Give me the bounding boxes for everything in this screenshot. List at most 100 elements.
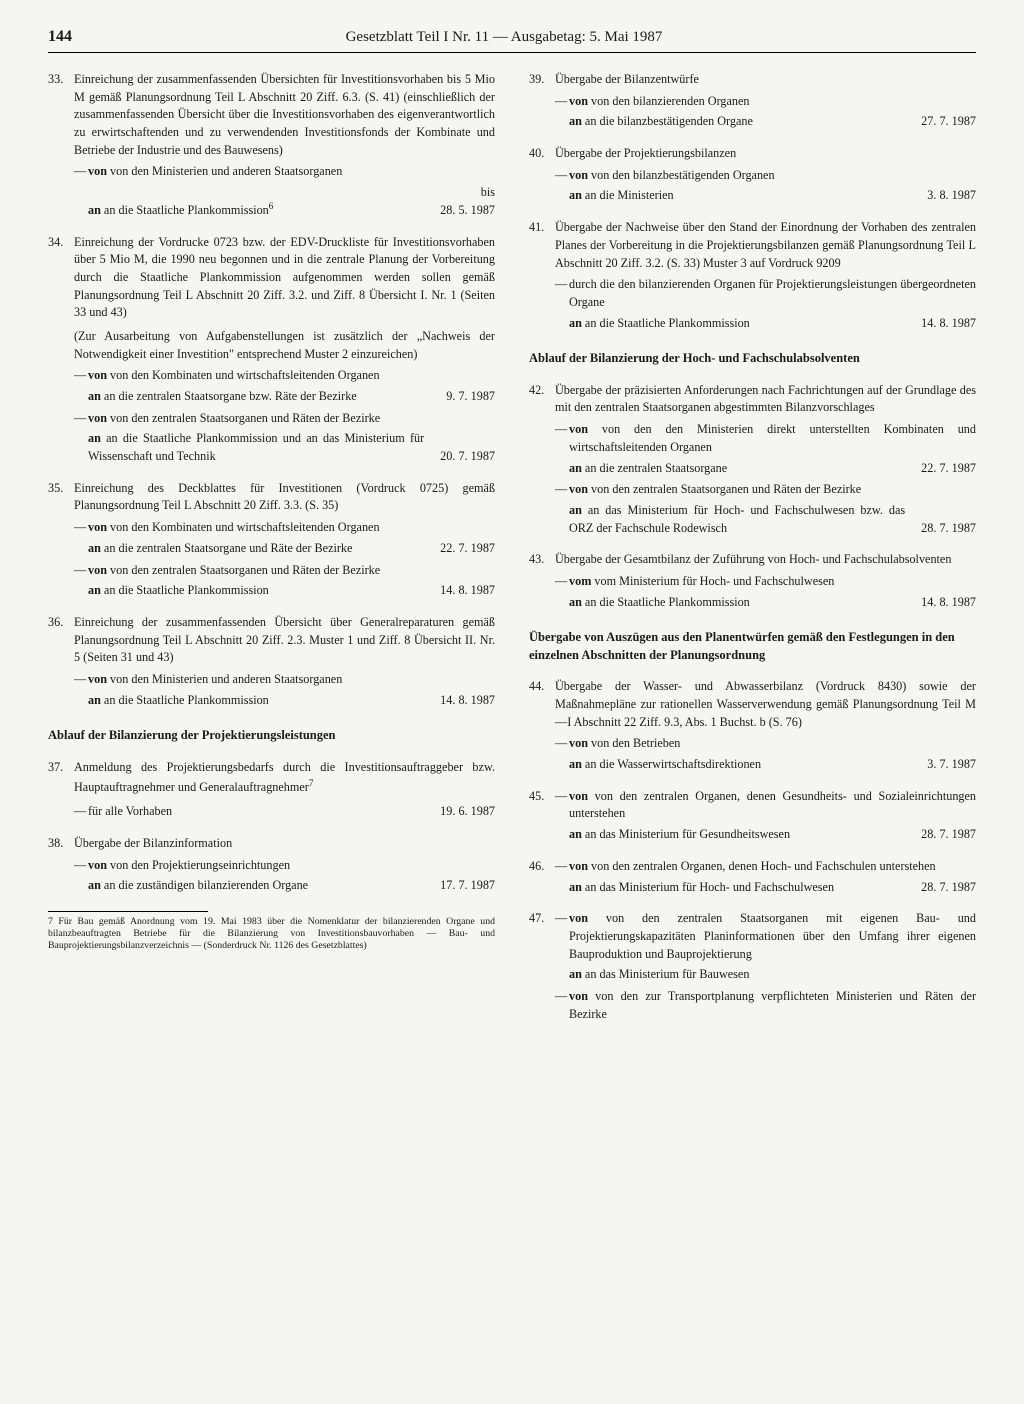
von-text: von den Betrieben: [591, 736, 680, 750]
date: 17. 7. 1987: [432, 877, 495, 895]
entry-34: 34. Einreichung der Vordrucke 0723 bzw. …: [48, 234, 495, 466]
section-heading: Ablauf der Bilanzierung der Projektierun…: [48, 727, 495, 745]
von-text: von den Ministerien und anderen Staatsor…: [110, 164, 342, 178]
an-text: an die Staatliche Plankommission: [585, 316, 750, 330]
entry-text: Einreichung der zusammenfassenden Übersi…: [74, 72, 495, 157]
section-heading: Übergabe von Auszügen aus den Planentwür…: [529, 629, 976, 664]
entry-num: 36.: [48, 614, 74, 709]
an-text: an die bilanzbestätigenden Organe: [585, 114, 753, 128]
header-title: Gesetzblatt Teil I Nr. 11 — Ausgabetag: …: [72, 29, 936, 46]
von-text: von den zentralen Staatsorganen und Räte…: [110, 411, 380, 425]
von-text: von den Kombinaten und wirtschaftsleiten…: [110, 520, 380, 534]
entry-num: 35.: [48, 480, 74, 600]
entry-43: 43. Übergabe der Gesamtbilanz der Zuführ…: [529, 551, 976, 611]
entry-num: 41.: [529, 219, 555, 332]
entry-num: 37.: [48, 759, 74, 821]
date: 14. 8. 1987: [913, 315, 976, 333]
von-text: von den zentralen Staatsorganen und Räte…: [591, 482, 861, 496]
entry-text: Übergabe der Nachweise über den Stand de…: [555, 220, 976, 269]
an-text: an die Ministerien: [585, 188, 674, 202]
entry-47: 47. —von von den zentralen Staatsorganen…: [529, 910, 976, 1023]
an-text: an die Staatliche Plankommission: [104, 583, 269, 597]
entry-44: 44. Übergabe der Wasser- und Abwasserbil…: [529, 678, 976, 773]
left-column: 33. Einreichung der zusammenfassenden Üb…: [48, 71, 495, 1037]
entry-text: Übergabe der Bilanzinformation: [74, 836, 232, 850]
entry-text: Einreichung der zusammenfassenden Übersi…: [74, 615, 495, 664]
date: 28. 5. 1987: [440, 203, 495, 217]
footnote-rule: [48, 911, 208, 912]
entry-text: Anmeldung des Projektierungsbedarfs durc…: [74, 760, 495, 794]
entry-num: 43.: [529, 551, 555, 611]
date: 14. 8. 1987: [432, 582, 495, 600]
an-text: an das Ministerium für Hoch- und Fachsch…: [585, 880, 834, 894]
entry-35: 35. Einreichung des Deckblattes für Inve…: [48, 480, 495, 600]
columns: 33. Einreichung der zusammenfassenden Üb…: [48, 71, 976, 1037]
vom-text: vom Ministerium für Hoch- und Fachschulw…: [594, 574, 834, 588]
sup: 6: [269, 201, 274, 211]
entry-text: Einreichung der Vordrucke 0723 bzw. der …: [74, 235, 495, 320]
entry-num: 47.: [529, 910, 555, 1023]
page-number: 144: [48, 28, 72, 46]
entry-text: Einreichung des Deckblattes für Investit…: [74, 481, 495, 513]
date: 9. 7. 1987: [438, 388, 495, 406]
entry-40: 40. Übergabe der Projektierungsbilanzen …: [529, 145, 976, 205]
an-text: an das Ministerium für Hoch- und Fachsch…: [569, 503, 905, 535]
entry-num: 45.: [529, 788, 555, 844]
entry-text: Übergabe der Gesamtbilanz der Zuführung …: [555, 552, 951, 566]
entry-text: Übergabe der präzisierten Anforderungen …: [555, 383, 976, 415]
date: 27. 7. 1987: [913, 113, 976, 131]
entry-num: 38.: [48, 835, 74, 895]
an-text: an die Staatliche Plankommission und an …: [88, 431, 424, 463]
entry-num: 46.: [529, 858, 555, 896]
entry-41: 41. Übergabe der Nachweise über den Stan…: [529, 219, 976, 332]
entry-42: 42. Übergabe der präzisierten Anforderun…: [529, 382, 976, 538]
entry-39: 39. Übergabe der Bilanzentwürfe —von von…: [529, 71, 976, 131]
entry-text: Übergabe der Projektierungsbilanzen: [555, 146, 736, 160]
date: 22. 7. 1987: [913, 460, 976, 478]
an-text: an das Ministerium für Gesundheitswesen: [585, 827, 790, 841]
section-heading: Ablauf der Bilanzierung der Hoch- und Fa…: [529, 350, 976, 368]
date: 28. 7. 1987: [913, 520, 976, 538]
an-text: an das Ministerium für Bauwesen: [585, 967, 750, 981]
von-text: von den zentralen Organen, denen Hoch- u…: [591, 859, 936, 873]
date: 19. 6. 1987: [432, 803, 495, 821]
page-header: 144 Gesetzblatt Teil I Nr. 11 — Ausgabet…: [48, 28, 976, 53]
entry-num: 34.: [48, 234, 74, 466]
entry-33: 33. Einreichung der zusammenfassenden Üb…: [48, 71, 495, 220]
von-text: von den Projektierungseinrichtungen: [110, 858, 290, 872]
durch-text: durch die den bilanzierenden Organen für…: [569, 277, 976, 309]
right-column: 39. Übergabe der Bilanzentwürfe —von von…: [529, 71, 976, 1037]
von-text: von den den Ministerien direkt unterstel…: [569, 422, 976, 454]
an-text: an die zentralen Staatsorgane bzw. Räte …: [104, 389, 357, 403]
an-text: an die zentralen Staatsorgane und Räte d…: [104, 541, 353, 555]
von-text: von den Ministerien und anderen Staatsor…: [110, 672, 342, 686]
entry-38: 38. Übergabe der Bilanzinformation —von …: [48, 835, 495, 895]
sub-text: für alle Vorhaben: [88, 803, 424, 821]
date: 14. 8. 1987: [432, 692, 495, 710]
sup: 7: [309, 778, 314, 788]
entry-num: 40.: [529, 145, 555, 205]
entry-num: 33.: [48, 71, 74, 220]
bis: bis: [481, 185, 495, 199]
an-text: an die zentralen Staatsorgane: [585, 461, 727, 475]
von-text: von den zentralen Staatsorganen und Räte…: [110, 563, 380, 577]
date: 3. 8. 1987: [919, 187, 976, 205]
entry-37: 37. Anmeldung des Projektierungsbedarfs …: [48, 759, 495, 821]
an-text: an die Wasserwirtschaftsdirektionen: [585, 757, 761, 771]
an-text: an die Staatliche Plankommission: [104, 203, 269, 217]
date: 14. 8. 1987: [913, 594, 976, 612]
footnote: 7 Für Bau gemäß Anordnung vom 19. Mai 19…: [48, 916, 495, 953]
von-text: von den zentralen Organen, denen Gesundh…: [569, 789, 976, 821]
date: 20. 7. 1987: [432, 448, 495, 466]
von-text: von den zur Transportplanung verpflichte…: [569, 989, 976, 1021]
date: 28. 7. 1987: [913, 826, 976, 844]
an-text: an die Staatliche Plankommission: [585, 595, 750, 609]
entry-num: 42.: [529, 382, 555, 538]
an-text: an die Staatliche Plankommission: [104, 693, 269, 707]
an-text: an die zuständigen bilanzierenden Organe: [104, 878, 308, 892]
entry-36: 36. Einreichung der zusammenfassenden Üb…: [48, 614, 495, 709]
von-text: von den bilanzbestätigenden Organen: [591, 168, 775, 182]
entry-num: 44.: [529, 678, 555, 773]
entry-text: Übergabe der Wasser- und Abwasserbilanz …: [555, 679, 976, 728]
date: 22. 7. 1987: [432, 540, 495, 558]
